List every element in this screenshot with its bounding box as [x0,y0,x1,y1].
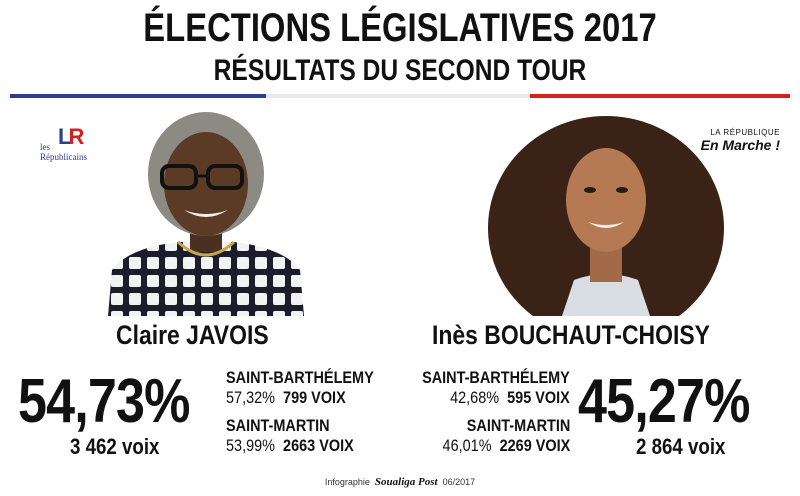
region-name: SAINT-BARTHÉLEMY [422,368,570,387]
candidate-photo-right [478,110,734,316]
region-values: 46,01% 2269 VOIX [442,436,570,455]
region-result-left-saint-barthelemy: SAINT-BARTHÉLEMY 57,32% 799 VOIX [226,368,374,408]
les-republicains-logo: LR les Républicains [40,124,110,164]
candidate-percent-left: 54,73% [18,367,190,436]
candidate-photo-icon [108,112,304,316]
flag-band-blue [10,94,266,98]
lr-logo-text: les Républicains [40,142,87,162]
page-title: ÉLECTIONS LÉGISLATIVES 2017 [143,6,657,50]
lr-mark-icon: LR [58,124,84,149]
region-result-left-saint-martin: SAINT-MARTIN 53,99% 2663 VOIX [226,416,354,456]
soualiga-post-logo: Soualiga Post [374,476,438,488]
candidate-name-left: Claire JAVOIS [116,320,269,350]
region-name: SAINT-MARTIN [466,416,570,435]
candidate-photo-left [108,110,304,316]
region-values: 42,68% 595 VOIX [450,388,570,407]
footer-credit: Infographie Soualiga Post 06/2017 [324,476,476,488]
flag-band-white [266,94,530,98]
page-subtitle: RÉSULTATS DU SECOND TOUR [213,54,587,87]
region-result-right-saint-martin: SAINT-MARTIN 46,01% 2269 VOIX [442,416,570,456]
en-marche-logo: LA RÉPUBLIQUE En Marche ! [700,128,780,153]
region-values: 57,32% 799 VOIX [226,388,346,407]
candidate-photo-icon [488,116,724,316]
region-name: SAINT-BARTHÉLEMY [226,368,374,387]
region-result-right-saint-barthelemy: SAINT-BARTHÉLEMY 42,68% 595 VOIX [422,368,570,408]
candidate-votes-left: 3 462 voix [70,434,160,459]
region-name: SAINT-MARTIN [226,416,330,435]
flag-band-red [530,94,790,98]
candidate-name-right: Inès BOUCHAUT-CHOISY [432,320,710,350]
region-values: 53,99% 2663 VOIX [226,436,354,455]
candidate-percent-right: 45,27% [578,367,750,436]
candidate-votes-right: 2 864 voix [636,434,726,459]
